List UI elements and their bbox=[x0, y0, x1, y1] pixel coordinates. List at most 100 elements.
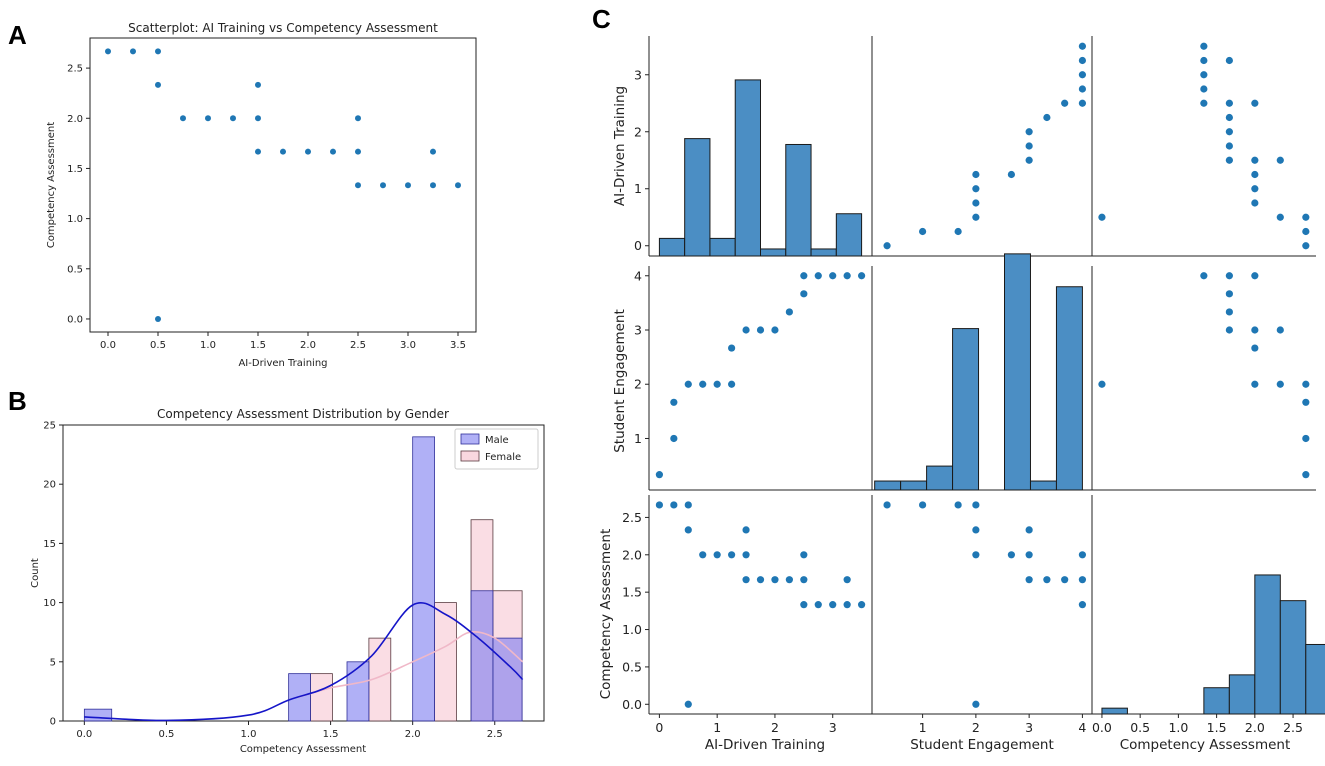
scatter-point-ai-vs-engagement bbox=[954, 227, 962, 236]
x-tick-label-c: 3 bbox=[829, 720, 837, 735]
hist-bar-engagement bbox=[874, 480, 902, 491]
scatter-point-engagement-vs-ai bbox=[728, 344, 736, 352]
scatter-point-engagement-vs-ai bbox=[785, 308, 793, 316]
scatter-point-competency-vs-engagement bbox=[883, 501, 891, 509]
hist-bar-competency bbox=[1101, 707, 1128, 715]
y-axis-label-b: Count bbox=[30, 558, 41, 588]
y-tick-label-b: 0 bbox=[50, 717, 56, 728]
scatter-point-ai-vs-engagement bbox=[1078, 42, 1087, 50]
scatter-point-engagement-vs-competency bbox=[1251, 380, 1259, 388]
x-axis-label-b: Competency Assessment bbox=[240, 744, 366, 755]
scatter-point-a bbox=[180, 115, 186, 122]
hist-bar-engagement bbox=[900, 480, 928, 491]
scatter-point-engagement-vs-ai bbox=[843, 272, 851, 280]
scatter-point-competency-vs-ai bbox=[800, 576, 808, 584]
hist-bar-ai bbox=[810, 248, 837, 257]
x-tick-label-c: 0 bbox=[655, 720, 663, 735]
scatter-point-competency-vs-engagement bbox=[972, 700, 980, 708]
scatter-point-a bbox=[230, 115, 236, 122]
scatter-point-competency-vs-ai bbox=[858, 601, 866, 609]
scatter-point-competency-vs-engagement bbox=[1025, 526, 1033, 534]
scatter-point-ai-vs-engagement bbox=[1007, 170, 1016, 179]
scatter-point-ai-vs-engagement bbox=[1025, 128, 1033, 136]
scatter-point-engagement-vs-competency bbox=[1302, 398, 1310, 406]
legend-swatch-male bbox=[460, 433, 480, 445]
scatter-point-engagement-vs-competency bbox=[1225, 326, 1233, 334]
pairplot-y-label-ai-driven-training: AI-Driven Training bbox=[612, 86, 628, 206]
scatter-point-ai-vs-engagement bbox=[1078, 85, 1087, 93]
scatter-point-competency-vs-engagement bbox=[954, 501, 962, 509]
scatter-point-ai-vs-competency bbox=[1225, 113, 1233, 122]
scatter-point-competency-vs-ai bbox=[829, 601, 837, 609]
x-tick-label-a: 2.0 bbox=[300, 340, 316, 351]
y-tick-label-c: 1 bbox=[634, 431, 642, 446]
kde-line-female bbox=[297, 631, 524, 699]
pairplot-x-label-competency-assessment: Competency Assessment bbox=[1120, 737, 1291, 753]
scatter-point-ai-vs-engagement bbox=[1078, 56, 1087, 65]
scatter-point-competency-vs-engagement bbox=[972, 501, 980, 509]
x-tick-label-b: 1.0 bbox=[241, 729, 257, 740]
hist-bar-competency bbox=[1305, 643, 1325, 715]
scatter-point-ai-vs-competency bbox=[1225, 99, 1233, 107]
scatter-point-a bbox=[355, 115, 361, 122]
scatter-point-ai-vs-competency bbox=[1200, 42, 1208, 50]
scatter-point-ai-vs-competency bbox=[1276, 156, 1284, 164]
scatter-point-engagement-vs-ai bbox=[814, 272, 822, 280]
x-tick-label-c: 2.5 bbox=[1283, 720, 1303, 735]
y-tick-label-b: 20 bbox=[43, 480, 56, 491]
scatter-point-competency-vs-ai bbox=[684, 700, 692, 708]
kde-line-male bbox=[84, 601, 524, 722]
y-tick-label-a: 2.5 bbox=[67, 64, 83, 75]
scatter-point-competency-vs-engagement bbox=[972, 551, 980, 559]
scatter-point-competency-vs-engagement bbox=[1078, 551, 1087, 559]
x-axis-label-a: AI-Driven Training bbox=[238, 358, 327, 369]
hist-bar-male bbox=[412, 436, 435, 722]
scatter-point-engagement-vs-ai bbox=[670, 434, 678, 443]
y-tick-label-c: 3 bbox=[634, 67, 642, 82]
scatter-point-competency-vs-ai bbox=[756, 576, 765, 584]
y-tick-label-c: 0.0 bbox=[622, 697, 642, 712]
scatter-point-ai-vs-engagement bbox=[1025, 142, 1033, 150]
scatter-point-competency-vs-ai bbox=[742, 526, 750, 534]
legend-b: Male Female bbox=[454, 428, 539, 470]
scatter-point-a bbox=[430, 148, 436, 155]
chart-title-b: Competency Assessment Distribution by Ge… bbox=[157, 407, 449, 421]
scatter-point-a bbox=[455, 182, 461, 189]
y-tick-label-c: 3 bbox=[634, 323, 642, 338]
scatter-point-engagement-vs-competency bbox=[1302, 471, 1310, 479]
y-tick-label-b: 25 bbox=[43, 421, 56, 432]
scatter-point-a bbox=[155, 315, 161, 322]
x-tick-label-c: 1 bbox=[919, 720, 927, 735]
scatter-point-ai-vs-engagement bbox=[972, 199, 980, 207]
hist-bar-male bbox=[492, 637, 523, 722]
hist-bar-competency bbox=[1228, 674, 1256, 715]
scatter-point-competency-vs-engagement bbox=[1078, 576, 1087, 584]
scatter-point-ai-vs-engagement bbox=[1078, 99, 1087, 107]
scatter-point-engagement-vs-competency bbox=[1276, 326, 1284, 334]
scatter-point-competency-vs-engagement bbox=[972, 526, 980, 534]
scatter-point-engagement-vs-ai bbox=[742, 326, 750, 334]
legend-swatch-female bbox=[460, 450, 480, 462]
scatter-point-competency-vs-ai bbox=[771, 576, 779, 584]
y-tick-label-c: 1.0 bbox=[622, 622, 642, 637]
chart-title-a: Scatterplot: AI Training vs Competency A… bbox=[128, 21, 438, 35]
scatter-point-ai-vs-engagement bbox=[919, 227, 927, 236]
panel-label-a: A bbox=[8, 20, 27, 50]
scatter-point-competency-vs-engagement bbox=[1061, 576, 1069, 584]
y-tick-label-b: 5 bbox=[50, 657, 56, 668]
hist-bar-engagement bbox=[1029, 480, 1057, 491]
x-tick-label-a: 1.0 bbox=[200, 340, 216, 351]
x-tick-label-b: 0.0 bbox=[76, 729, 92, 740]
scatter-point-engagement-vs-ai bbox=[684, 380, 692, 388]
scatter-point-engagement-vs-ai bbox=[800, 290, 808, 298]
scatter-point-ai-vs-competency bbox=[1302, 213, 1310, 221]
y-tick-label-a: 0.5 bbox=[67, 264, 83, 275]
x-tick-label-a: 3.0 bbox=[400, 340, 416, 351]
y-tick-label-c: 4 bbox=[634, 268, 642, 283]
hist-bar-ai bbox=[835, 213, 863, 257]
scatter-point-competency-vs-ai bbox=[655, 501, 663, 509]
scatter-point-ai-vs-engagement bbox=[972, 213, 980, 221]
x-tick-label-a: 3.5 bbox=[450, 340, 466, 351]
scatter-point-ai-vs-engagement bbox=[1025, 156, 1033, 164]
